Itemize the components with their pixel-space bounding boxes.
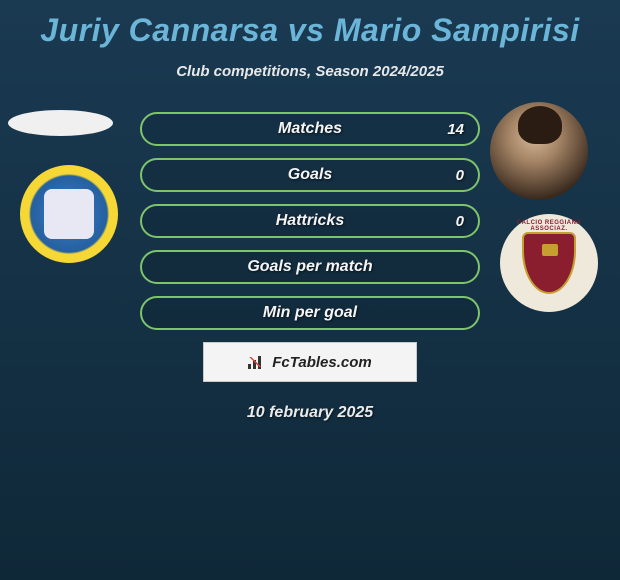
comparison-panel: CALCIO REGGIANA ASSOCIAZ. Matches 14 Goa…: [0, 110, 620, 422]
stat-label: Hattricks: [276, 212, 344, 230]
stats-list: Matches 14 Goals 0 Hattricks 0 Goals per…: [140, 110, 480, 330]
brand-text: FcTables.com: [272, 354, 371, 371]
date-text: 10 february 2025: [0, 404, 620, 422]
stat-label: Matches: [278, 120, 342, 138]
stat-value-right: 0: [456, 167, 464, 184]
club-right-ring-text: CALCIO REGGIANA ASSOCIAZ.: [500, 220, 598, 232]
player-left-avatar: [8, 110, 113, 136]
club-left-crest-icon: [44, 189, 94, 239]
bar-chart-icon: [248, 355, 266, 369]
subtitle: Club competitions, Season 2024/2025: [0, 63, 620, 80]
club-right-crest-icon: [522, 232, 576, 294]
stat-label: Goals: [288, 166, 332, 184]
club-right-badge: CALCIO REGGIANA ASSOCIAZ.: [500, 214, 598, 312]
player-right-avatar: [490, 102, 588, 200]
stat-row-goals-per-match: Goals per match: [140, 250, 480, 284]
stat-row-min-per-goal: Min per goal: [140, 296, 480, 330]
stat-label: Min per goal: [263, 304, 357, 322]
stat-value-right: 0: [456, 213, 464, 230]
stat-value-right: 14: [447, 121, 464, 138]
stat-label: Goals per match: [247, 258, 372, 276]
page-title: Juriy Cannarsa vs Mario Sampirisi: [0, 0, 620, 49]
stat-row-matches: Matches 14: [140, 112, 480, 146]
club-left-badge: [20, 165, 118, 263]
stat-row-goals: Goals 0: [140, 158, 480, 192]
stat-row-hattricks: Hattricks 0: [140, 204, 480, 238]
brand-box: FcTables.com: [203, 342, 417, 382]
